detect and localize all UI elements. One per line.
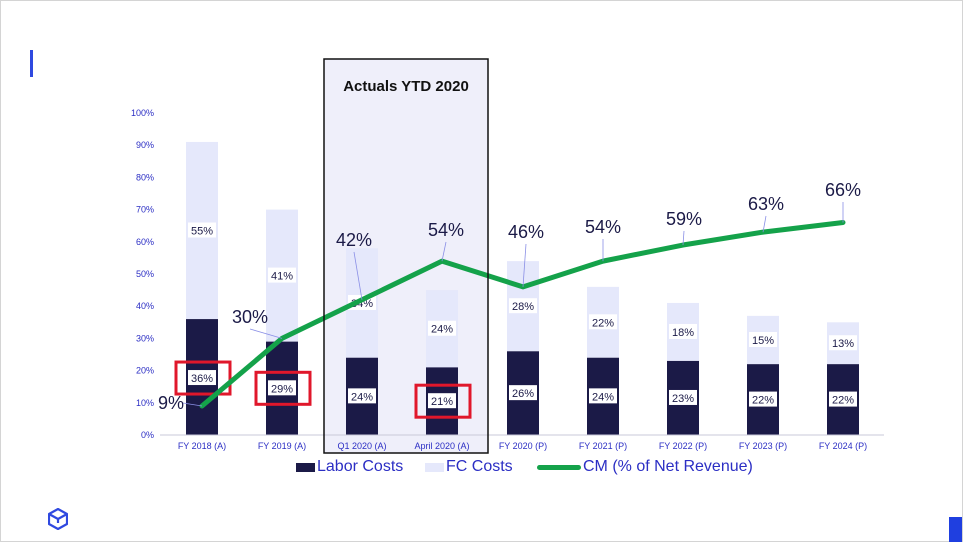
legend-label-cm: CM (% of Net Revenue) <box>583 458 753 475</box>
labor-data-label: 29% <box>271 383 293 395</box>
labor-label-bg <box>749 391 777 407</box>
highlight-box <box>174 360 232 396</box>
y-tick-label: 100% <box>131 108 154 118</box>
cm-data-label: 30% <box>232 307 268 327</box>
fc-data-label: 55% <box>191 226 213 238</box>
cm-leader-line <box>441 241 447 262</box>
cm-leader-line <box>249 328 283 339</box>
y-tick-label: 70% <box>136 205 154 215</box>
fc-label-bg <box>268 267 296 283</box>
y-tick-label: 60% <box>136 237 154 247</box>
labor-data-label: 21% <box>431 396 453 408</box>
actuals-box-title: Actuals YTD 2020 <box>343 78 469 95</box>
legend-item-cm: CM (% of Net Revenue) <box>537 458 753 476</box>
legend-item-fc: FC Costs <box>425 458 513 476</box>
chart-legend: Labor Costs FC Costs CM (% of Net Revenu… <box>0 458 965 480</box>
labor-data-label: 24% <box>592 391 614 403</box>
labor-label-bg <box>669 389 697 405</box>
x-tick-label: FY 2019 (A) <box>258 441 306 451</box>
fc-label-bg <box>669 323 697 339</box>
fc-data-label: 24% <box>431 324 453 336</box>
x-tick-label: FY 2020 (P) <box>499 441 547 451</box>
fc-label-bg <box>188 222 216 238</box>
labor-data-label: 22% <box>752 395 774 407</box>
labor-label-bg <box>188 370 216 386</box>
cm-data-label: 9% <box>158 393 184 413</box>
labor-data-label: 23% <box>672 393 694 405</box>
labor-data-label: 26% <box>512 388 534 400</box>
cm-data-label: 59% <box>666 209 702 229</box>
legend-label-labor: Labor Costs <box>317 458 404 475</box>
cm-leader-line <box>682 230 685 246</box>
x-tick-label: April 2020 (A) <box>414 441 469 451</box>
cm-leader-line <box>762 215 767 233</box>
legend-item-labor: Labor Costs <box>296 458 403 476</box>
fc-label-bg <box>509 298 537 314</box>
x-tick-label: Q1 2020 (A) <box>337 441 386 451</box>
company-logo-icon <box>48 508 68 530</box>
cm-data-label: 54% <box>428 220 464 240</box>
y-tick-label: 90% <box>136 140 154 150</box>
fc-data-label: 41% <box>271 271 293 283</box>
labor-label-bg <box>428 393 456 409</box>
labor-label-bg <box>509 385 537 401</box>
y-tick-label: 80% <box>136 172 154 182</box>
legend-swatch-fc <box>425 462 444 472</box>
cm-data-label: 63% <box>748 194 784 214</box>
cm-data-label: 66% <box>825 180 861 200</box>
cm-data-label: 54% <box>585 217 621 237</box>
y-tick-label: 50% <box>136 269 154 279</box>
y-tick-label: 10% <box>136 398 154 408</box>
y-tick-label: 0% <box>141 430 154 440</box>
fc-data-label: 28% <box>512 301 534 313</box>
fc-data-label: 22% <box>592 317 614 329</box>
labor-data-label: 24% <box>351 391 373 403</box>
labor-data-label: 36% <box>191 373 213 385</box>
cm-leader-line <box>182 402 203 407</box>
x-tick-label: FY 2021 (P) <box>579 441 627 451</box>
legend-label-fc: FC Costs <box>446 458 513 475</box>
fc-label-bg <box>589 314 617 330</box>
fc-data-label: 13% <box>832 338 854 350</box>
actuals-box-border <box>323 58 489 454</box>
cm-data-label: 42% <box>336 230 372 250</box>
labor-label-bg <box>268 380 296 396</box>
labor-data-label: 22% <box>832 395 854 407</box>
y-tick-label: 40% <box>136 301 154 311</box>
x-tick-label: FY 2024 (P) <box>819 441 867 451</box>
y-tick-label: 20% <box>136 366 154 376</box>
corner-accent-block <box>949 517 962 542</box>
x-tick-label: FY 2018 (A) <box>178 441 226 451</box>
cm-data-label: 46% <box>508 222 544 242</box>
y-tick-label: 30% <box>136 333 154 343</box>
labor-label-bg <box>829 391 857 407</box>
fc-label-bg <box>749 332 777 348</box>
highlight-box <box>254 370 312 406</box>
title-accent-bar <box>30 50 33 77</box>
fc-data-label: 18% <box>672 327 694 339</box>
x-tick-label: FY 2023 (P) <box>739 441 787 451</box>
fc-label-bg <box>428 320 456 336</box>
cm-leader-line <box>353 251 363 300</box>
fc-label-bg <box>829 335 857 351</box>
legend-swatch-labor <box>296 462 315 472</box>
highlight-box <box>414 383 472 419</box>
x-tick-label: FY 2022 (P) <box>659 441 707 451</box>
legend-swatch-cm <box>537 464 581 470</box>
fc-data-label: 15% <box>752 335 774 347</box>
labor-label-bg <box>348 388 376 404</box>
cm-leader-line <box>522 243 527 287</box>
labor-label-bg <box>589 388 617 404</box>
